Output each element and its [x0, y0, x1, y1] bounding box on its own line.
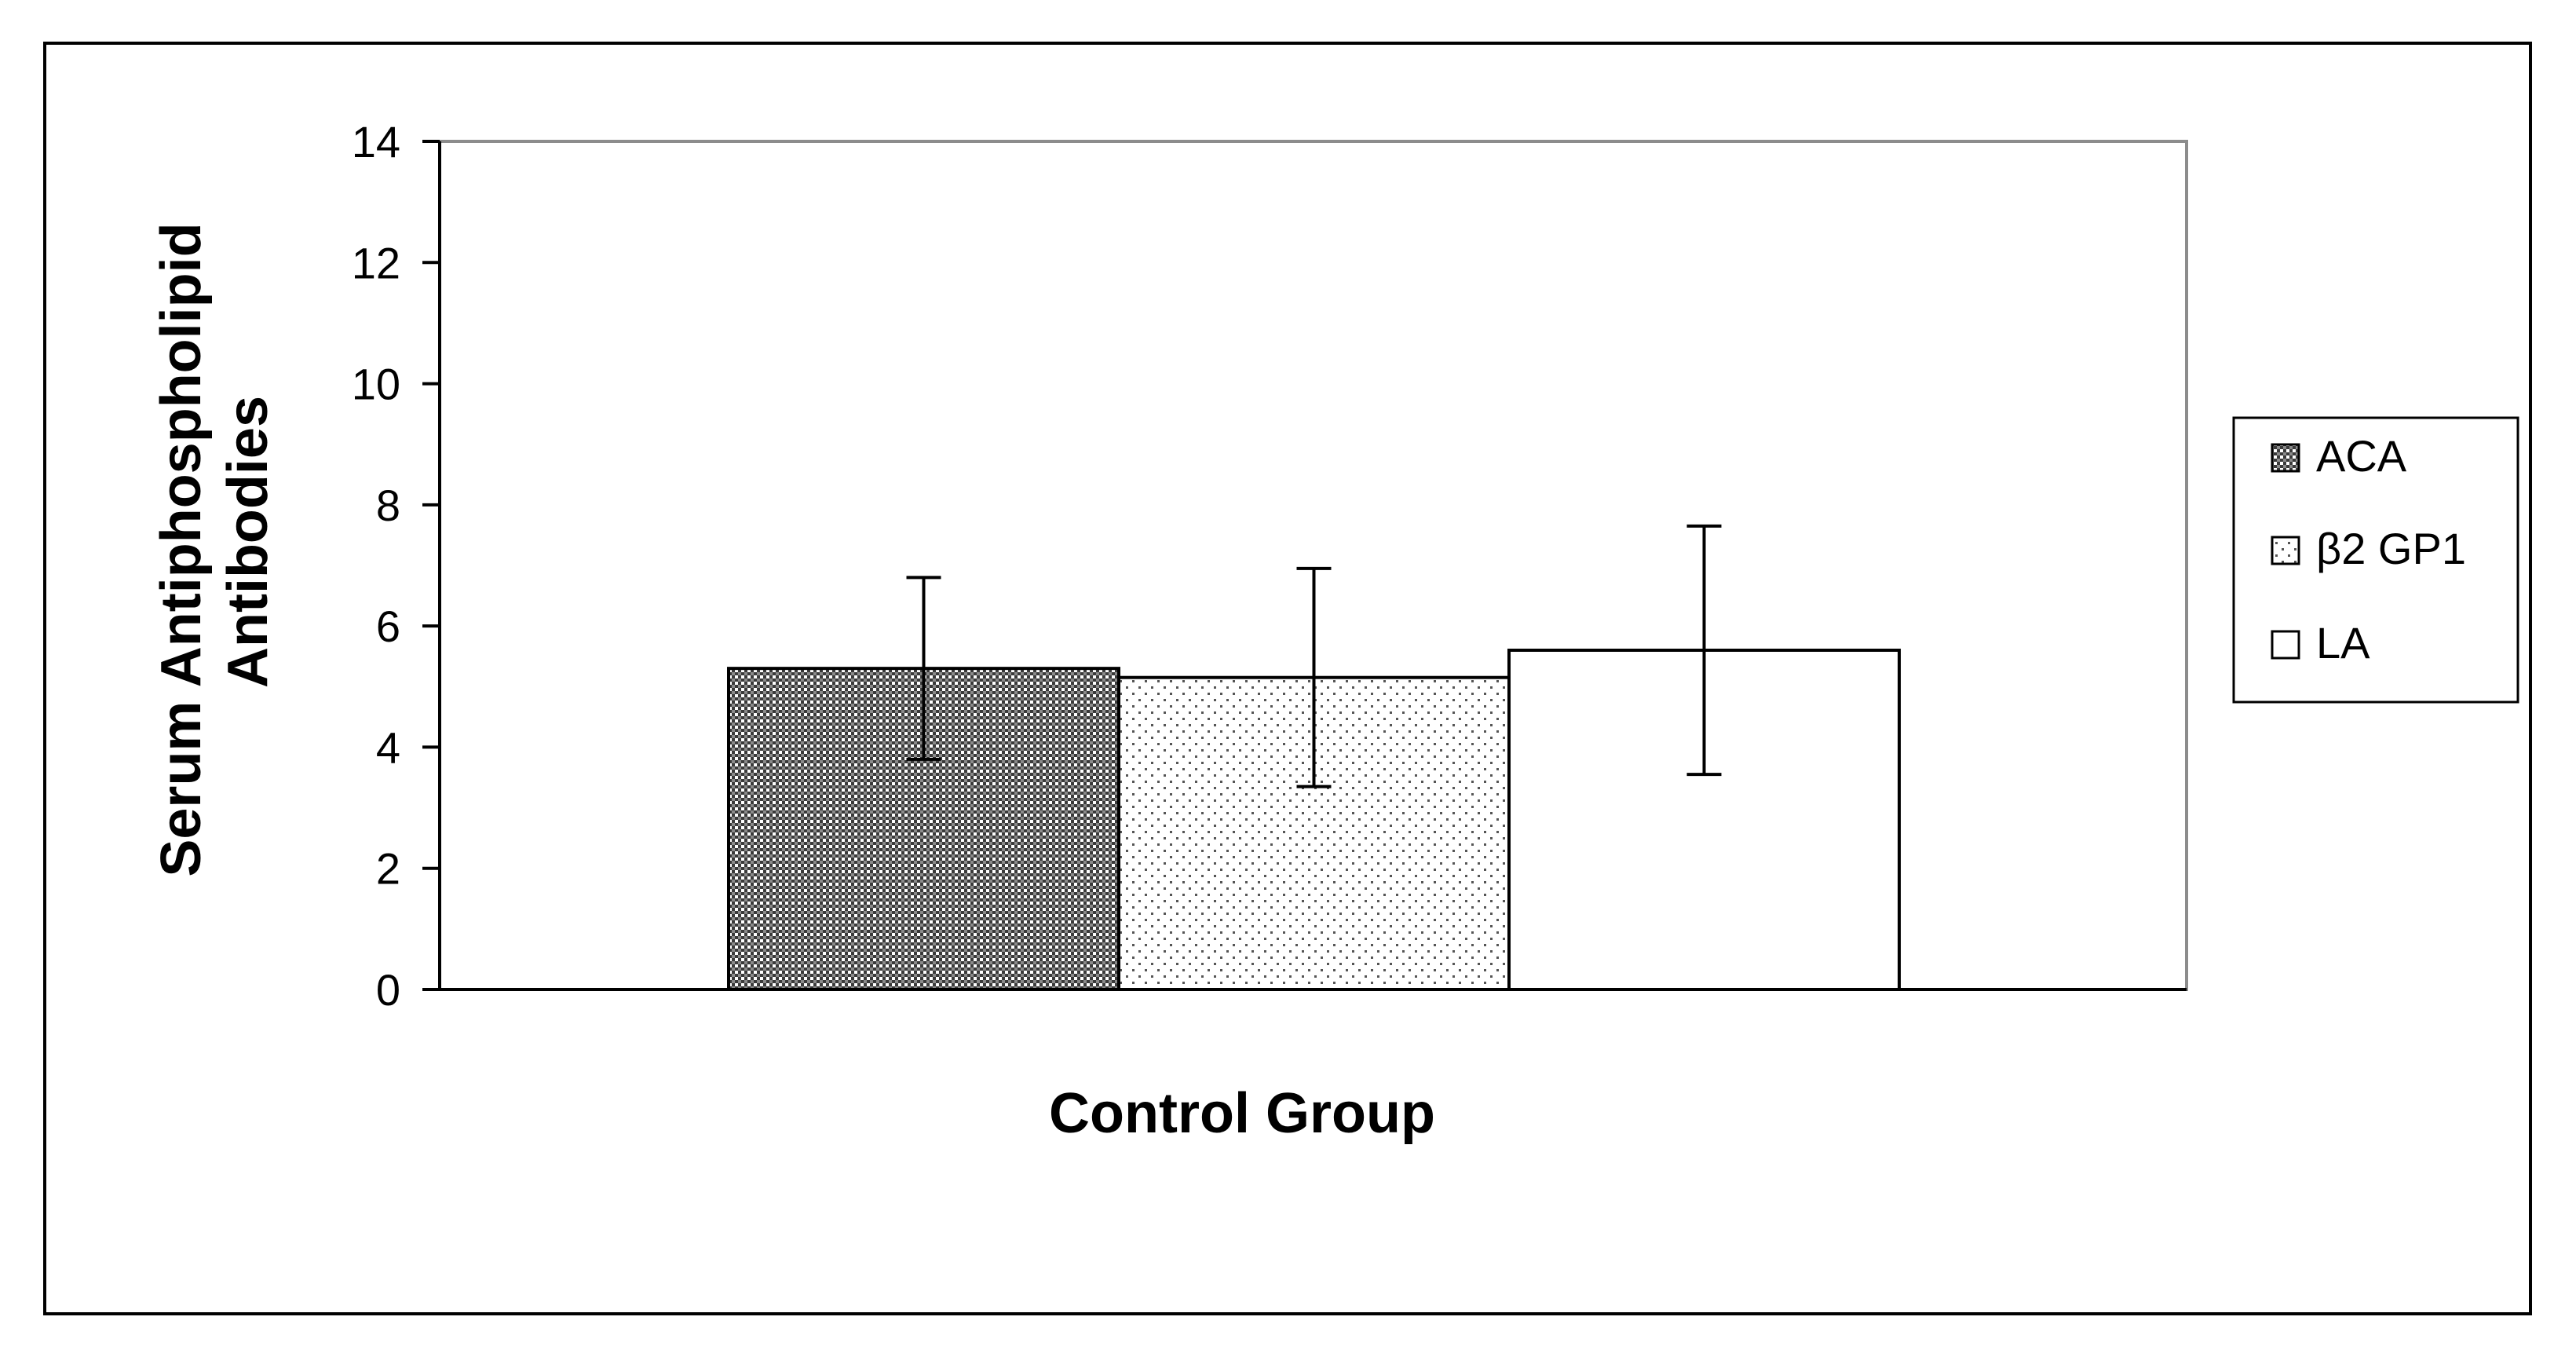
x-axis-title: Control Group [1049, 1082, 1435, 1145]
figure-frame [43, 42, 2532, 1315]
y-axis-title: Serum Antiphospholipid Antibodies [150, 207, 280, 876]
legend: ACA β2 GP1 LA [2232, 416, 2519, 704]
legend-swatch-3 [2271, 630, 2300, 660]
y-tick-label: 8 [376, 481, 400, 530]
legend-swatch-2 [2271, 536, 2300, 565]
y-tick-label: 6 [376, 602, 400, 651]
y-tick-label: 12 [352, 238, 400, 287]
legend-swatch-1 [2271, 443, 2300, 473]
y-axis-title-line-2: Antibodies [217, 396, 280, 688]
y-tick-label: 10 [352, 360, 400, 409]
y-tick-label: 4 [376, 722, 400, 772]
y-tick-label: 2 [376, 844, 400, 894]
legend-label-1: ACA [2316, 431, 2407, 481]
y-axis: 0 2 4 6 8 10 12 14 [352, 117, 2187, 1015]
legend-label-3: LA [2316, 618, 2370, 668]
legend-label-2: β2 GP1 [2316, 524, 2466, 573]
y-tick-label: 14 [352, 117, 400, 166]
y-tick-label: 0 [376, 965, 400, 1015]
error-bars-group [906, 524, 1722, 788]
y-axis-title-line-1: Serum Antiphospholipid [150, 222, 213, 876]
